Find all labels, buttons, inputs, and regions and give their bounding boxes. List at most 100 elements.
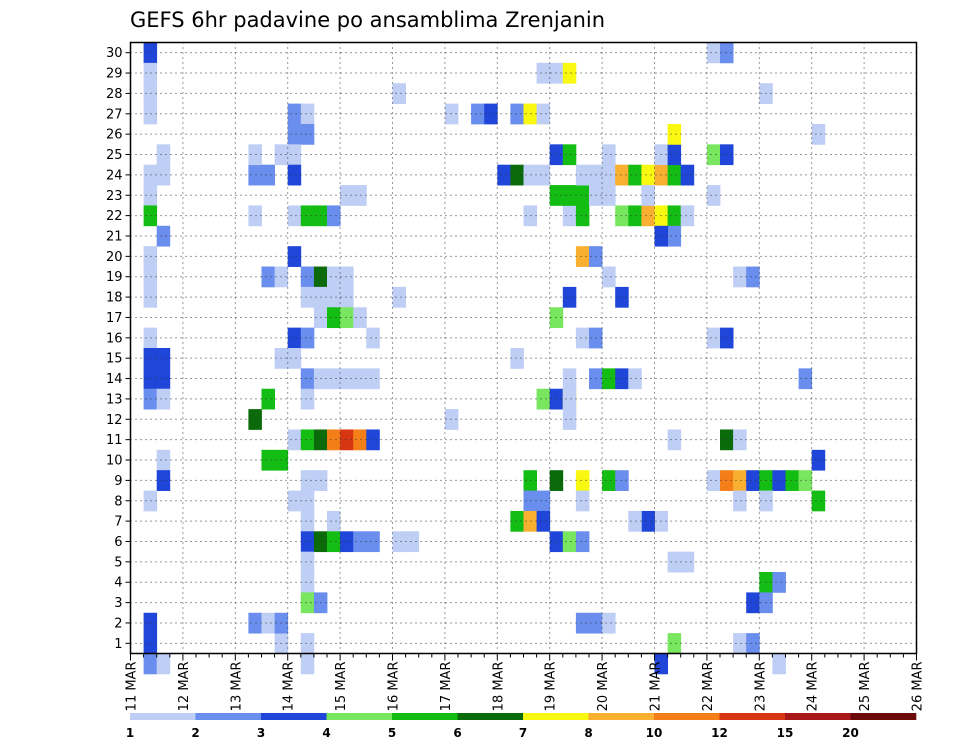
heatmap-cell xyxy=(143,42,158,64)
heatmap-cell xyxy=(536,510,551,532)
heatmap-cell xyxy=(536,62,551,84)
heatmap-cell xyxy=(340,531,354,553)
heatmap-cell xyxy=(156,368,171,390)
y-tick-label: 25 xyxy=(106,148,123,163)
legend-label: 4 xyxy=(322,726,330,740)
legend-color-swatch xyxy=(719,713,786,720)
heatmap-cell xyxy=(575,205,590,227)
heatmap-cell xyxy=(444,409,459,430)
heatmap-cell xyxy=(300,123,315,145)
heatmap-cell xyxy=(287,490,302,512)
heatmap-cell xyxy=(156,225,171,247)
x-tick-label: 17 MAR xyxy=(439,662,454,712)
legend-color-swatch xyxy=(130,713,196,720)
heatmap-cell xyxy=(562,531,577,553)
heatmap-cell xyxy=(327,531,341,553)
heatmap-cell xyxy=(143,185,158,206)
heatmap-cell xyxy=(300,490,315,512)
x-tick-label: 14 MAR xyxy=(282,662,297,712)
legend-label: 12 xyxy=(711,726,728,740)
heatmap-cell xyxy=(405,531,420,553)
heatmap-cell xyxy=(353,531,367,553)
legend-color-swatch xyxy=(785,713,851,720)
legend-label: 15 xyxy=(777,726,794,740)
heatmap-cell xyxy=(510,510,524,532)
heatmap-cell xyxy=(562,368,577,390)
heatmap-cell xyxy=(811,449,826,471)
heatmap-cell xyxy=(248,409,262,430)
heatmap-cell xyxy=(156,164,171,186)
heatmap-cell xyxy=(667,123,682,145)
x-tick-label: 25 MAR xyxy=(858,662,873,712)
heatmap-cell xyxy=(300,266,315,288)
heatmap-cell xyxy=(143,164,158,186)
heatmap-cell xyxy=(143,83,158,104)
heatmap-cell xyxy=(327,307,341,329)
heatmap-cell xyxy=(575,531,590,553)
heatmap-cell xyxy=(602,144,616,166)
heatmap-cell xyxy=(510,103,524,125)
heatmap-cell xyxy=(471,103,485,125)
heatmap-cell xyxy=(667,164,682,186)
heatmap-cell xyxy=(300,470,315,491)
heatmap-cell xyxy=(156,388,171,410)
heatmap-cell xyxy=(300,368,315,390)
heatmap-cell xyxy=(392,531,406,553)
x-tick-label: 26 MAR xyxy=(911,662,926,712)
heatmap-cell xyxy=(523,470,537,491)
heatmap-cell xyxy=(510,348,524,369)
x-tick-label: 22 MAR xyxy=(701,662,716,712)
x-tick-label: 21 MAR xyxy=(649,662,664,712)
heatmap-cell xyxy=(602,164,616,186)
heatmap-cell xyxy=(353,307,367,329)
heatmap-cell xyxy=(156,653,171,675)
heatmap-cell xyxy=(798,368,813,390)
heatmap-cell xyxy=(327,368,341,390)
y-tick-label: 11 xyxy=(106,433,123,448)
heatmap-cell xyxy=(287,327,302,349)
heatmap-cell xyxy=(562,185,577,206)
heatmap-cell xyxy=(287,246,302,267)
heatmap-cell xyxy=(536,164,551,186)
heatmap-cell xyxy=(628,205,642,227)
heatmap-cell xyxy=(261,164,275,186)
heatmap-cell xyxy=(497,164,511,186)
heatmap-cell xyxy=(575,164,590,186)
legend-color-swatch xyxy=(261,713,327,720)
heatmap-cell xyxy=(248,144,262,166)
y-tick-label: 30 xyxy=(106,46,123,61)
y-tick-label: 13 xyxy=(106,392,123,407)
heatmap-cell xyxy=(706,470,721,491)
y-tick-label: 10 xyxy=(106,454,123,469)
x-tick-label: 13 MAR xyxy=(229,662,244,712)
legend-color-swatch xyxy=(588,713,655,720)
heatmap-cell xyxy=(811,123,826,145)
legend-color-swatch xyxy=(850,713,917,720)
heatmap-cell xyxy=(287,144,302,166)
heatmap-cell xyxy=(300,572,315,593)
legend-label: 7 xyxy=(519,726,527,740)
heatmap-cell xyxy=(772,470,786,491)
heatmap-cell xyxy=(510,164,524,186)
heatmap-cell xyxy=(602,470,616,491)
heatmap-cell xyxy=(392,286,406,308)
heatmap-cell xyxy=(366,327,380,349)
x-tick-label: 12 MAR xyxy=(177,662,192,712)
y-tick-label: 2 xyxy=(114,616,122,631)
y-tick-label: 29 xyxy=(106,67,123,82)
heatmap-cell xyxy=(248,612,262,634)
heatmap-cell xyxy=(615,164,629,186)
heatmap-cell xyxy=(575,612,590,634)
y-axis: 1234567891011121314151617181920212223242… xyxy=(106,46,131,652)
heatmap-cell xyxy=(641,205,655,227)
heatmap-cell xyxy=(143,388,158,410)
heatmap-cell xyxy=(746,266,760,288)
heatmap-cell xyxy=(615,205,629,227)
y-tick-label: 7 xyxy=(114,515,122,530)
y-tick-label: 8 xyxy=(114,494,122,509)
heatmap-cell xyxy=(523,205,537,227)
y-tick-label: 4 xyxy=(114,576,122,591)
heatmap-cell xyxy=(287,348,302,369)
heatmap-cell xyxy=(654,653,668,675)
heatmap-cell xyxy=(327,510,341,532)
